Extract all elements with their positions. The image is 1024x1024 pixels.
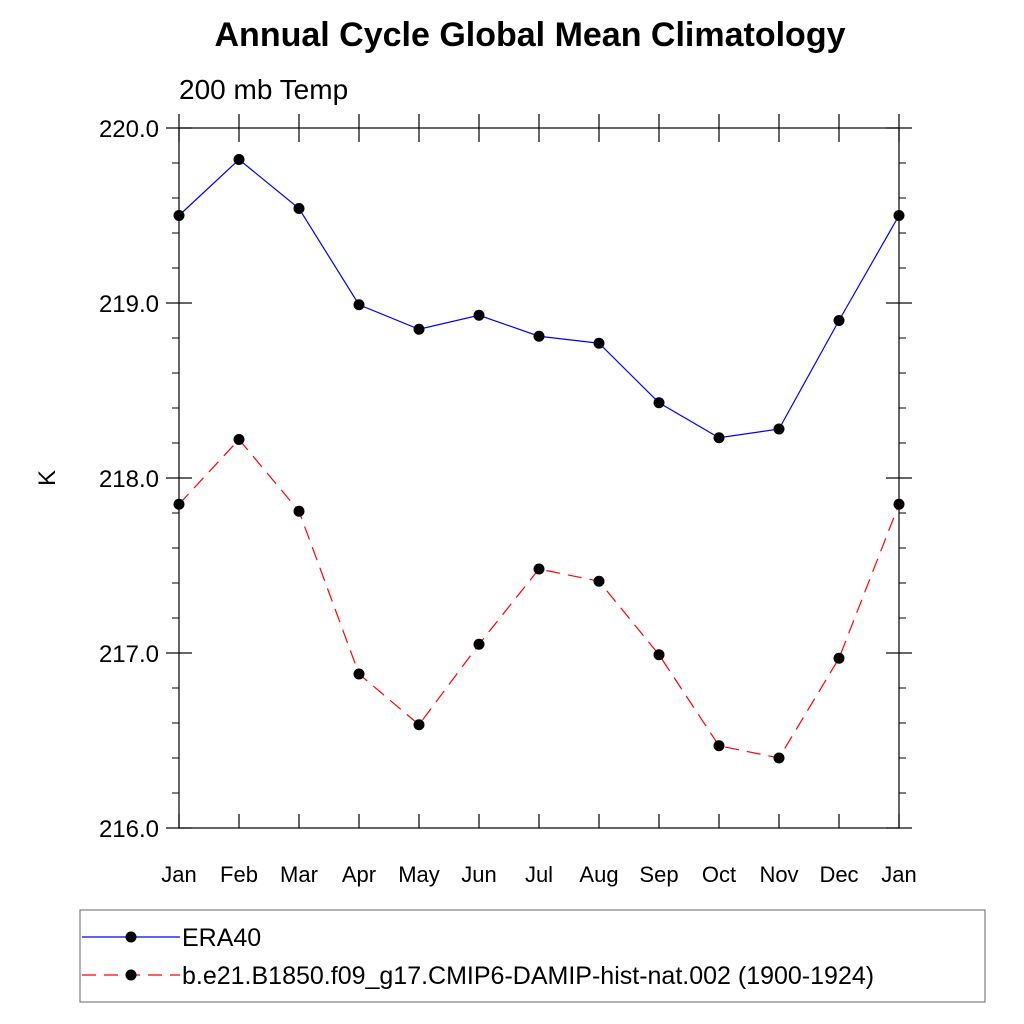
series-2-point	[353, 668, 365, 680]
y-tick-label: 218.0	[99, 466, 159, 493]
series-line-2	[178, 438, 900, 759]
chart-subtitle: 200 mb Temp	[179, 74, 348, 105]
chart-title: Annual Cycle Global Mean Climatology	[215, 16, 846, 54]
legend-marker-2	[125, 969, 137, 981]
legend-marker-1	[125, 931, 137, 943]
series-2-point	[773, 752, 785, 764]
series-2-point	[173, 498, 185, 510]
series-1-point	[593, 337, 605, 349]
series-2-point	[533, 563, 545, 575]
x-tick-label: Feb	[220, 862, 258, 887]
legend-box	[79, 909, 986, 1003]
series-1-point	[173, 210, 185, 221]
series-layer	[173, 154, 905, 764]
x-tick-label: Mar	[280, 862, 318, 887]
y-axis-title: K	[34, 470, 61, 486]
series-2-point	[653, 649, 665, 661]
x-axis-ticks: Jan Feb Mar Apr May Jun Jul Aug Sep Oct Nov Dec Jan	[161, 114, 917, 887]
series-1-point	[773, 423, 785, 435]
x-tick-label: Nov	[759, 862, 798, 887]
legend-label-1: ERA40	[182, 924, 261, 952]
x-tick-label: Jun	[461, 862, 496, 887]
series-1-point	[893, 210, 905, 221]
series-1-point	[533, 330, 545, 342]
series-1-point	[353, 299, 365, 311]
series-2-point	[713, 740, 725, 752]
y-tick-label: 216.0	[99, 816, 159, 843]
series-2-point	[593, 575, 605, 587]
x-tick-label: May	[398, 862, 440, 887]
x-tick-label: Apr	[342, 862, 376, 887]
x-tick-label: Oct	[702, 862, 736, 887]
series-2-point	[833, 652, 845, 664]
series-2-point	[413, 719, 425, 731]
series-2-point	[473, 638, 485, 650]
x-tick-label: Aug	[579, 862, 618, 887]
y-tick-label: 219.0	[99, 291, 159, 318]
series-1-point	[413, 323, 425, 335]
series-1-point	[233, 154, 245, 165]
series-line-1	[178, 158, 900, 439]
series-1-point	[293, 203, 305, 214]
y-axis-ticks: 216.0 217.0 218.0 219.0 220.0	[99, 116, 912, 843]
series-1-point	[653, 397, 665, 409]
legend-items: ERA40 b.e21.B1850.f09_g17.CMIP6-DAMIP-his…	[82, 924, 874, 990]
x-tick-label: Jan	[881, 862, 916, 887]
series-1-point	[473, 309, 485, 321]
series-1-point	[833, 315, 845, 326]
series-1-point	[713, 432, 725, 444]
x-tick-label: Jul	[525, 862, 553, 887]
legend: ERA40 b.e21.B1850.f09_g17.CMIP6-DAMIP-his…	[79, 909, 986, 1003]
y-tick-label: 220.0	[99, 116, 159, 143]
plot-frame	[178, 127, 900, 829]
series-2-point	[233, 434, 245, 445]
series-2-point	[893, 498, 905, 510]
x-tick-label: Jan	[161, 862, 196, 887]
legend-label-2: b.e21.B1850.f09_g17.CMIP6-DAMIP-hist-nat…	[182, 962, 874, 990]
series-2-point	[293, 505, 305, 517]
x-tick-label: Sep	[639, 862, 678, 887]
x-tick-label: Dec	[819, 862, 858, 887]
y-tick-label: 217.0	[99, 641, 159, 668]
